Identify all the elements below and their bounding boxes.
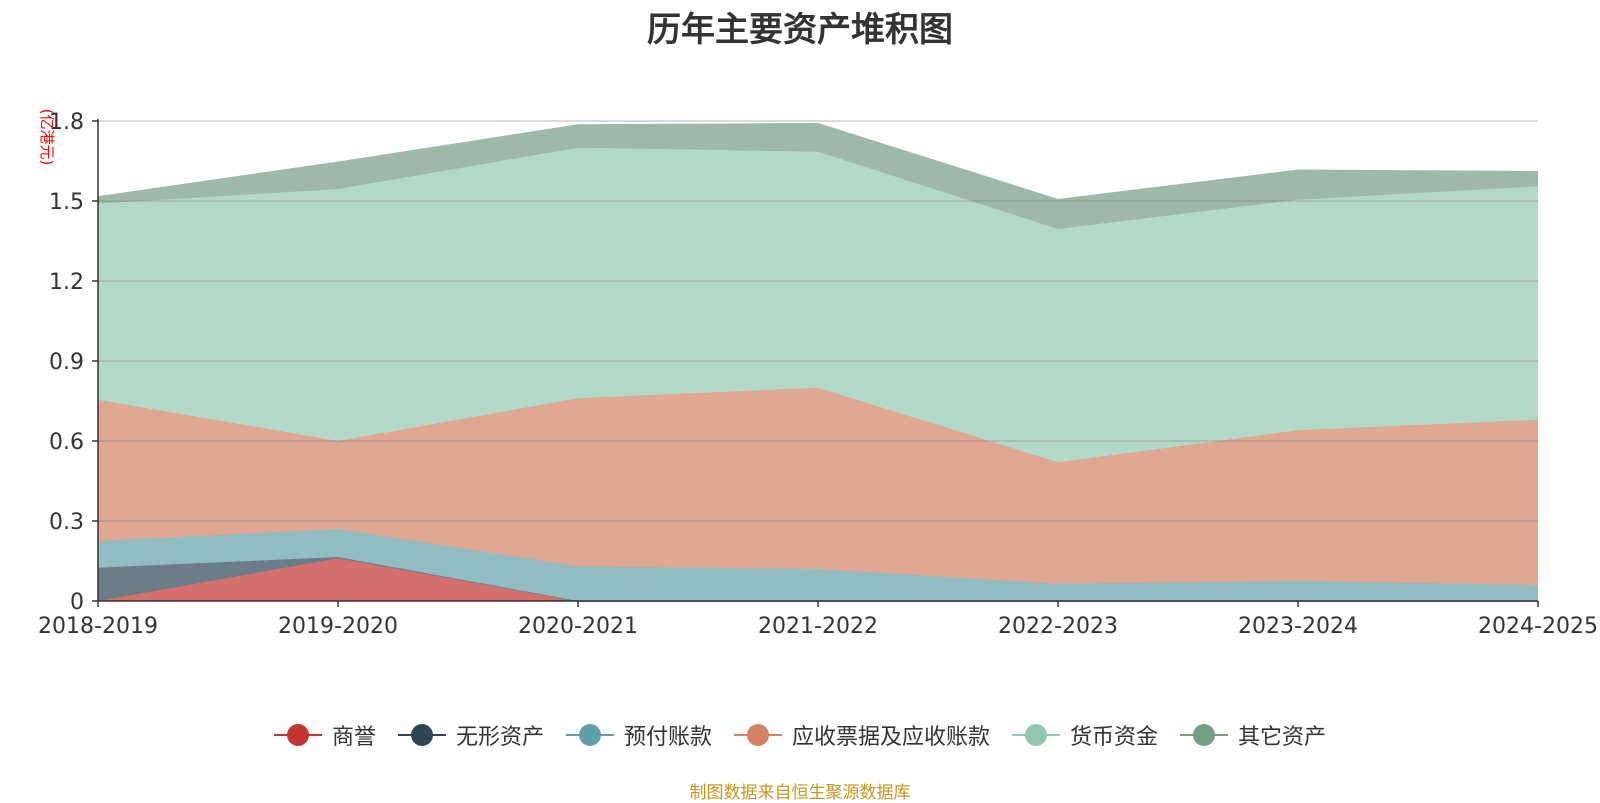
x-tick-label: 2019-2020 (278, 614, 398, 639)
legend-swatch-icon (1180, 723, 1229, 747)
legend-label: 其它资产 (1238, 725, 1327, 750)
y-tick-label: 1.5 (49, 190, 84, 215)
legend-label: 货币资金 (1070, 725, 1159, 750)
y-tick-label: 0.6 (49, 430, 84, 455)
legend-item[interactable]: 其它资产 (1180, 719, 1326, 751)
area-series-3 (98, 387, 1538, 585)
y-tick-label: 0.9 (49, 350, 84, 375)
y-tick-label: 0 (70, 590, 84, 615)
stacked-area-chart: 0 0.3 0.6 0.9 1.2 1.5 1.8 2018-2019 2019-2020 202… (38, 109, 1598, 639)
legend-swatch-icon (565, 723, 614, 747)
area-series-4 (98, 147, 1538, 463)
y-tick-label: 0.3 (49, 510, 84, 535)
x-tick-label: 2023-2024 (1238, 614, 1358, 639)
line-series-5 (97, 122, 1539, 201)
source-note: 制图数据来自恒生聚源数据库 (689, 783, 911, 803)
area-series-0 (98, 558, 1538, 601)
y-tick-label: 1.8 (49, 110, 84, 135)
x-tick-label: 2022-2023 (998, 614, 1118, 639)
y-axis-label: (亿港元) (38, 109, 56, 166)
legend-swatch-icon (734, 723, 782, 747)
chart-title: 历年主要资产堆积图 (647, 10, 953, 50)
legend-item[interactable]: 无形资产 (397, 719, 544, 751)
legend-item[interactable]: 应收票据及应收账款 (734, 719, 990, 751)
x-tick-label: 2021-2022 (758, 614, 878, 639)
area-series-5 (98, 123, 1538, 229)
legend-swatch-icon (273, 723, 322, 747)
y-tick-label: 1.2 (49, 270, 84, 295)
legend-label: 应收票据及应收账款 (792, 725, 991, 750)
legend-item[interactable]: 预付账款 (565, 719, 712, 751)
legend-swatch-icon (397, 723, 446, 747)
x-tick-label: 2018-2019 (38, 614, 158, 639)
legend: 商誉 无形资产 预付账款 应收票据及应收账款 货币资金 其它资产 (0, 718, 1600, 752)
x-tick-label: 2020-2021 (518, 614, 638, 639)
x-tick-label: 2024-2025 (1478, 614, 1598, 639)
legend-label: 商誉 (331, 725, 376, 750)
legend-label: 无形资产 (455, 725, 544, 750)
legend-swatch-icon (1012, 723, 1061, 747)
legend-item[interactable]: 商誉 (273, 719, 376, 751)
legend-label: 预付账款 (623, 725, 712, 750)
legend-item[interactable]: 货币资金 (1012, 719, 1158, 751)
